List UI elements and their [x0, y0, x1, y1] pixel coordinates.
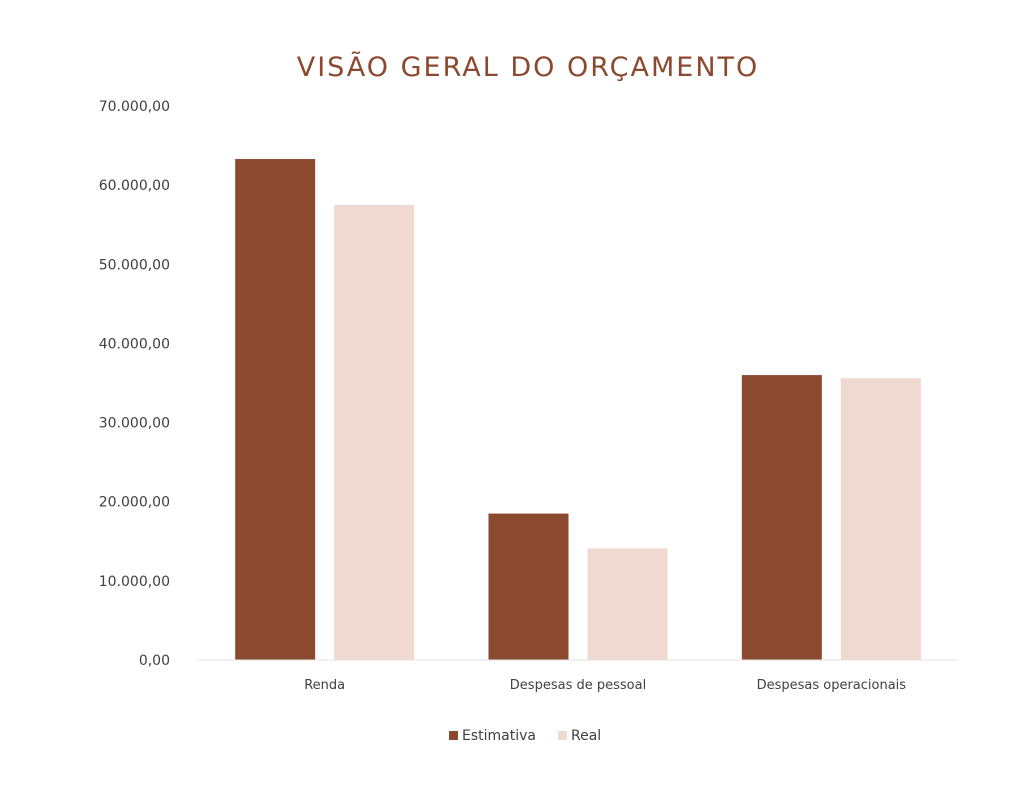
y-tick-label: 40.000,00: [99, 336, 170, 352]
x-category-label: Despesas operacionais: [757, 678, 907, 693]
y-tick-label: 10.000,00: [99, 574, 170, 590]
legend-label-estimativa: Estimativa: [462, 728, 536, 744]
y-tick-label: 70.000,00: [99, 99, 170, 115]
bar-estimativa-1: [235, 159, 316, 661]
bar-real-1: [334, 204, 415, 660]
legend-label-real: Real: [571, 728, 601, 744]
x-category-label: Despesas de pessoal: [510, 678, 646, 693]
chart-title: VISÃO GERAL DO ORÇAMENTO: [297, 51, 760, 83]
legend: Estimativa Real: [449, 728, 601, 744]
bar-estimativa-3: [741, 375, 822, 660]
legend-swatch-estimativa: [449, 731, 458, 740]
bar-real-3: [840, 378, 921, 660]
bar-real-2: [587, 548, 668, 660]
y-tick-label: 20.000,00: [99, 495, 170, 511]
y-tick-label: 50.000,00: [99, 257, 170, 273]
y-tick-label: 30.000,00: [99, 416, 170, 432]
legend-swatch-real: [557, 731, 567, 740]
y-tick-label: 60.000,00: [99, 178, 170, 194]
x-axis: Renda Despesas de pessoal Despesas operaci…: [304, 678, 906, 693]
x-category-label: Renda: [304, 678, 345, 693]
y-tick-label: 0,00: [139, 653, 170, 669]
bar-estimativa-2: [488, 513, 569, 660]
bars-group: [235, 159, 921, 661]
y-axis: 0,00 10.000,00 20.000,00 30.000,00 40.000,00…: [99, 99, 170, 669]
